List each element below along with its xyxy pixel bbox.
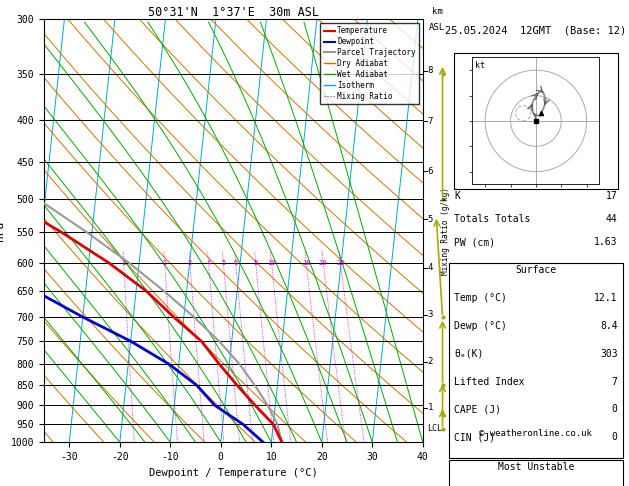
Text: 0: 0 — [611, 404, 618, 415]
Text: 6: 6 — [428, 167, 433, 175]
Text: LCL: LCL — [428, 424, 443, 433]
Text: 2: 2 — [162, 260, 167, 266]
Bar — [449, 460, 623, 486]
Text: 1: 1 — [121, 260, 126, 266]
Text: kt: kt — [475, 61, 485, 70]
Text: Temp (°C): Temp (°C) — [454, 293, 507, 303]
Text: Surface: Surface — [515, 265, 557, 275]
Text: 4: 4 — [428, 263, 433, 272]
Text: 2: 2 — [428, 357, 433, 366]
Bar — [449, 263, 623, 458]
Text: CIN (J): CIN (J) — [454, 433, 496, 442]
Text: 1: 1 — [428, 403, 433, 413]
Text: Mixing Ratio (g/kg): Mixing Ratio (g/kg) — [441, 187, 450, 275]
Text: Dewp (°C): Dewp (°C) — [454, 321, 507, 330]
Text: 5: 5 — [221, 260, 225, 266]
Text: 3: 3 — [188, 260, 192, 266]
Text: ASL: ASL — [429, 23, 445, 32]
Text: K: K — [454, 191, 460, 201]
Text: km: km — [432, 7, 443, 16]
Text: 7: 7 — [428, 117, 433, 126]
Text: 303: 303 — [600, 348, 618, 359]
Bar — [454, 53, 618, 189]
Text: 5: 5 — [428, 215, 433, 224]
Text: 4: 4 — [206, 260, 211, 266]
Text: 44: 44 — [606, 214, 618, 224]
Legend: Temperature, Dewpoint, Parcel Trajectory, Dry Adiabat, Wet Adiabat, Isotherm, Mi: Temperature, Dewpoint, Parcel Trajectory… — [321, 23, 419, 104]
Text: CAPE (J): CAPE (J) — [454, 404, 501, 415]
Y-axis label: hPa: hPa — [0, 221, 5, 241]
Text: 25.05.2024  12GMT  (Base: 12): 25.05.2024 12GMT (Base: 12) — [445, 26, 626, 36]
Text: Most Unstable: Most Unstable — [498, 462, 574, 472]
Text: 17: 17 — [606, 191, 618, 201]
Text: θₑ(K): θₑ(K) — [454, 348, 484, 359]
Text: 16: 16 — [302, 260, 311, 266]
Title: 50°31'N  1°37'E  30m ASL: 50°31'N 1°37'E 30m ASL — [148, 6, 319, 19]
Text: 25: 25 — [337, 260, 345, 266]
Text: Lifted Index: Lifted Index — [454, 377, 525, 386]
Text: 12.1: 12.1 — [594, 293, 618, 303]
Text: 10: 10 — [267, 260, 276, 266]
Text: © weatheronline.co.uk: © weatheronline.co.uk — [479, 429, 593, 438]
Text: 7: 7 — [611, 377, 618, 386]
Text: 1.63: 1.63 — [594, 237, 618, 247]
X-axis label: Dewpoint / Temperature (°C): Dewpoint / Temperature (°C) — [149, 468, 318, 478]
Text: 8.4: 8.4 — [600, 321, 618, 330]
Text: 8: 8 — [428, 66, 433, 75]
Text: 0: 0 — [611, 433, 618, 442]
Text: 8: 8 — [253, 260, 258, 266]
Text: 20: 20 — [319, 260, 328, 266]
Text: 6: 6 — [233, 260, 238, 266]
Text: PW (cm): PW (cm) — [454, 237, 496, 247]
Text: 3: 3 — [428, 311, 433, 319]
Text: Totals Totals: Totals Totals — [454, 214, 531, 224]
